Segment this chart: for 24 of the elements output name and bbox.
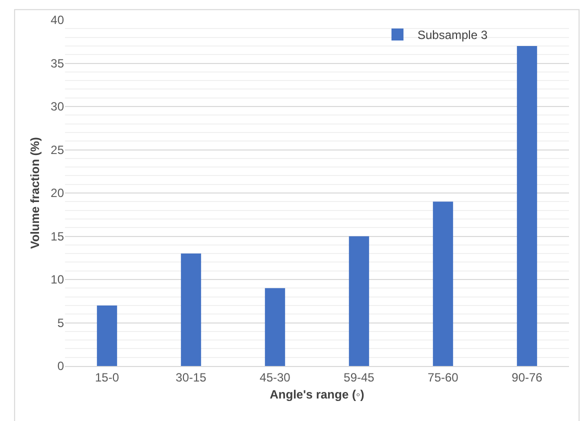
y-tick-label: 5 (57, 316, 64, 330)
y-tick-label: 30 (50, 100, 64, 114)
bar (516, 46, 538, 366)
bar (96, 305, 118, 366)
x-tick-label: 90-76 (512, 370, 543, 384)
legend-label: Subsample 3 (417, 28, 488, 42)
y-tick-label: 40 (50, 13, 64, 28)
x-tick-label: 15-0 (94, 370, 120, 384)
x-axis-title: Angle's range (◦) (270, 387, 364, 402)
x-tick-label: 30-15 (176, 370, 207, 384)
y-tick-label: 15 (50, 229, 64, 244)
y-axis-title: Volume fraction (%) (28, 137, 42, 249)
x-tick-label: 45-30 (260, 370, 291, 384)
x-tick-label: 59-45 (344, 370, 375, 384)
y-tick-label: 35 (50, 56, 64, 70)
bar (348, 236, 370, 366)
y-tick-label: 20 (50, 186, 64, 200)
bar (180, 254, 202, 366)
y-tick-label: 10 (50, 272, 64, 287)
bar (432, 202, 454, 366)
bar (264, 288, 286, 366)
x-tick-label: 75-60 (428, 370, 459, 384)
y-tick-label: 0 (57, 359, 64, 374)
y-tick-label: 25 (50, 142, 64, 157)
